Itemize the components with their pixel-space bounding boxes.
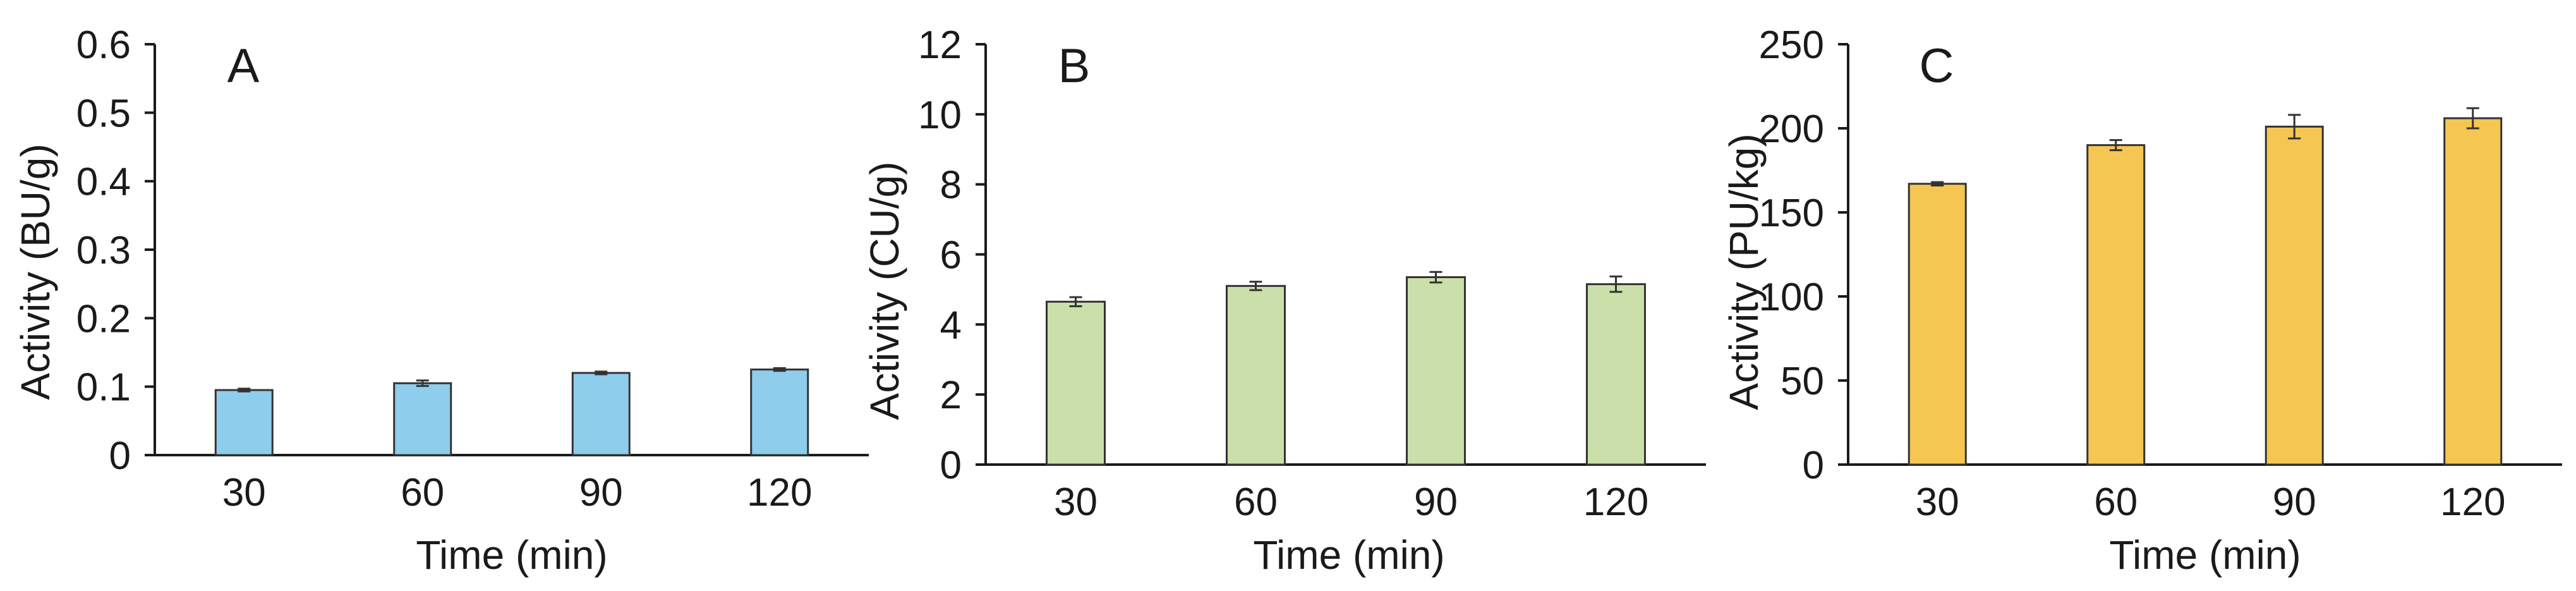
panel-a-y-tick-label: 0 <box>109 434 131 478</box>
panel-c-bar-30 <box>1908 183 1967 466</box>
panel-b-x-tick-label-30: 30 <box>1054 480 1098 524</box>
panel-c-x-tick-label-120: 120 <box>2440 480 2505 524</box>
panel-b-y-tick-label: 8 <box>940 164 962 207</box>
panel-b-xlabel: Time (min) <box>1253 532 1444 578</box>
panel-c: C Activity (PU/kg) Time (min) 0 50 100 150 2… <box>1721 23 2562 578</box>
panel-a-y-tick-label: 0.5 <box>76 92 131 135</box>
panel-b-y-tick-label: 4 <box>940 303 962 347</box>
panel-a-x-tick-label-90: 90 <box>579 471 623 515</box>
panel-b-bar-90 <box>1406 276 1466 466</box>
panel-a-xlabel: Time (min) <box>416 532 607 578</box>
panel-c-y-tick-label: 100 <box>1759 276 1824 319</box>
panel-c-x-tick-label-90: 90 <box>2273 480 2316 524</box>
panel-a-y-tick-label: 0.3 <box>76 229 131 272</box>
panel-c-y-tick-label: 200 <box>1759 107 1824 151</box>
panel-a-y-tick-label: 0.1 <box>76 366 131 410</box>
panel-b-y-tick-label: 0 <box>940 444 962 487</box>
panel-c-bar-90 <box>2265 125 2324 466</box>
panel-b-bar-120 <box>1586 283 1646 466</box>
panel-b-y-tick-label: 6 <box>940 234 962 277</box>
panel-a-bar-120 <box>750 369 809 456</box>
panel-c-x-tick-label-60: 60 <box>2094 480 2138 524</box>
panel-c-y-tick-label: 250 <box>1759 23 1824 67</box>
panel-c-y-tick-label: 150 <box>1759 192 1824 235</box>
panel-a-bar-90 <box>571 372 631 456</box>
panel-b-ylabel: Activity (CU/g) <box>862 162 907 420</box>
panel-b-y-tick-label: 10 <box>918 94 962 137</box>
panel-c-y-tick-label: 0 <box>1803 444 1824 487</box>
panel-a-ylabel: Activity (BU/g) <box>13 143 58 399</box>
panel-a-bar-60 <box>393 382 452 456</box>
panel-a-label: A <box>227 39 260 93</box>
panel-a-x-tick-label-60: 60 <box>401 471 444 515</box>
panel-b-bar-60 <box>1226 284 1286 466</box>
panel-b-x-tick-label-120: 120 <box>1583 480 1648 524</box>
panel-c-ylabel: Activity (PU/kg) <box>1721 133 1767 410</box>
panel-b: B Activity (CU/g) Time (min) 0 2 4 6 8 10 12 30… <box>862 23 1706 578</box>
panel-a-y-tick-label: 0.4 <box>76 161 131 204</box>
panel-c-y-tick-label: 50 <box>1781 360 1824 403</box>
panel-a-x-tick-label-30: 30 <box>222 471 266 515</box>
panel-c-bar-120 <box>2443 117 2503 466</box>
panel-a: A Activity (BU/g) Time (min) 0 0.1 0.2 0.3 0… <box>13 23 869 578</box>
panel-b-y-tick-label: 2 <box>940 374 962 417</box>
panel-a-y-tick-label: 0.6 <box>76 23 131 67</box>
panel-b-label: B <box>1058 39 1091 93</box>
panel-a-bar-30 <box>214 389 274 456</box>
panel-a-y-tick-label: 0.2 <box>76 297 131 341</box>
panel-b-x-tick-label-60: 60 <box>1234 480 1278 524</box>
panel-b-y-tick-label: 12 <box>918 23 962 67</box>
panel-c-bar-60 <box>2086 144 2146 466</box>
panel-c-x-tick-label-30: 30 <box>1916 480 1959 524</box>
panel-c-label: C <box>1920 39 1954 93</box>
panel-b-bar-30 <box>1046 300 1106 466</box>
panel-b-x-tick-label-90: 90 <box>1414 480 1458 524</box>
panel-c-xlabel: Time (min) <box>2109 532 2301 578</box>
panel-a-x-tick-label-120: 120 <box>747 471 812 515</box>
